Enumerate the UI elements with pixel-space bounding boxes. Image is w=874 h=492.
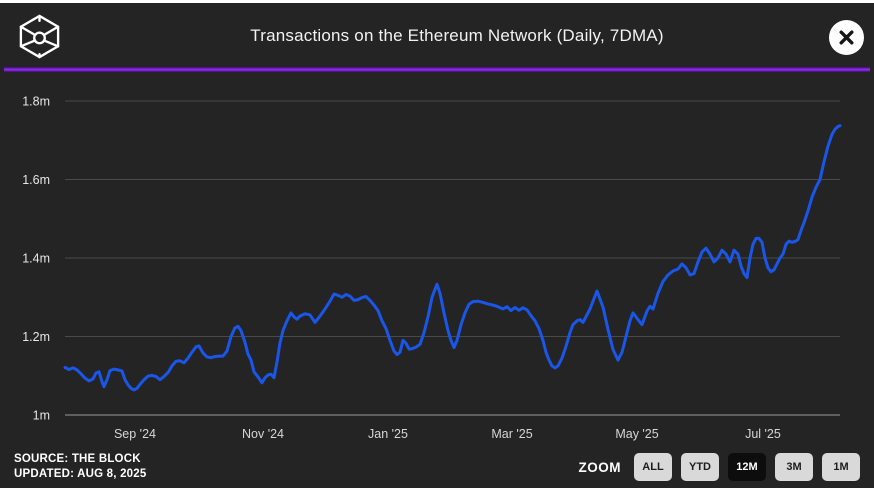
chart-card: Transactions on the Ethereum Network (Da…: [0, 3, 874, 488]
series-group: [63, 124, 842, 392]
zoom-label: ZOOM: [578, 459, 621, 475]
updated-line: UPDATED: AUG 8, 2025: [14, 468, 147, 480]
source-attribution: SOURCE: THE BLOCK UPDATED: AUG 8, 2025: [14, 452, 146, 482]
zoom-button-all[interactable]: ALL: [634, 453, 672, 481]
zoom-button-1m[interactable]: 1M: [822, 453, 860, 481]
x-axis-tick-label: Mar '25: [491, 427, 532, 441]
the-block-logo-icon: [19, 14, 60, 59]
purple-divider: [4, 67, 870, 72]
y-axis-tick-label: 1.8m: [22, 95, 50, 109]
chart-svg: 1m 1.2m 1.4m 1.6m 1.8m Sep '24 Nov '24 Jan '25…: [22, 95, 842, 441]
header: Transactions on the Ethereum Network (Da…: [0, 3, 874, 67]
series-line: [63, 124, 842, 392]
close-button[interactable]: [829, 20, 864, 55]
x-axis-labels: Sep '24 Nov '24 Jan '25 Mar '25 May '25 Jul '…: [114, 427, 781, 441]
y-axis-tick-label: 1m: [33, 409, 50, 423]
y-axis-tick-label: 1.2m: [22, 330, 50, 344]
y-axis-labels: 1m 1.2m 1.4m 1.6m 1.8m: [22, 95, 50, 423]
footer: SOURCE: THE BLOCK UPDATED: AUG 8, 2025 Z…: [0, 452, 874, 482]
zoom-controls: ZOOM ALL YTD 12M 3M 1M: [578, 453, 860, 481]
y-axis-tick-label: 1.4m: [22, 252, 50, 266]
zoom-button-3m[interactable]: 3M: [775, 453, 813, 481]
x-axis-tick-label: Jul '25: [745, 427, 781, 441]
source-line: SOURCE: THE BLOCK: [14, 453, 141, 465]
zoom-button-12m[interactable]: 12M: [728, 453, 766, 481]
x-axis-tick-label: May '25: [615, 427, 658, 441]
close-icon: [839, 30, 854, 45]
x-axis-tick-label: Sep '24: [114, 427, 156, 441]
chart-title: Transactions on the Ethereum Network (Da…: [250, 26, 664, 45]
x-axis-tick-label: Nov '24: [242, 427, 284, 441]
y-axis-tick-label: 1.6m: [22, 173, 50, 187]
x-axis-tick-label: Jan '25: [368, 427, 408, 441]
gridlines: [65, 100, 840, 416]
zoom-button-ytd[interactable]: YTD: [681, 453, 719, 481]
